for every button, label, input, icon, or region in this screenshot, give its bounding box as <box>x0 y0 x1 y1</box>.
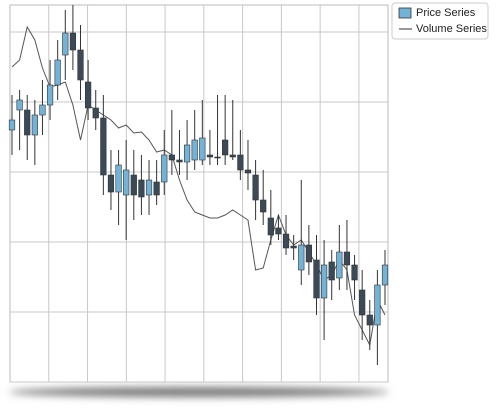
candle-body <box>8 119 16 131</box>
candle-body <box>366 314 373 326</box>
candle-body <box>85 81 92 109</box>
candle-body <box>31 114 38 136</box>
legend-box <box>391 2 489 40</box>
candle-body <box>100 117 107 176</box>
legend: Price Series Volume Series <box>391 2 489 40</box>
candle-body <box>343 251 351 266</box>
candle-body <box>168 154 175 161</box>
candle-body <box>206 154 214 158</box>
candle-body <box>130 174 137 196</box>
candle-body <box>16 99 23 111</box>
candle-body <box>92 107 99 119</box>
candle-body <box>328 261 335 281</box>
candle-body <box>290 245 297 249</box>
candle-body <box>374 284 381 326</box>
candle-body <box>305 244 312 263</box>
shadow <box>9 387 389 397</box>
candle-body <box>313 259 320 299</box>
candle-body <box>244 169 252 174</box>
candle-body <box>237 154 244 171</box>
candle-body <box>46 84 54 106</box>
candle-body <box>321 264 328 299</box>
candle-body <box>351 264 358 281</box>
candle-body <box>153 181 160 196</box>
candle-body <box>24 109 31 136</box>
candle-body <box>336 251 343 279</box>
candle-body <box>359 289 366 316</box>
candle-body <box>191 139 198 161</box>
candle-body <box>145 179 153 196</box>
candle-body <box>138 179 145 198</box>
candle-body <box>39 104 46 116</box>
candle-body <box>298 244 305 271</box>
candle-body <box>183 144 191 163</box>
candle-body <box>123 169 130 196</box>
legend-label: Price Series <box>416 7 476 19</box>
candle-body <box>229 154 236 158</box>
candle-body <box>176 159 183 163</box>
candle-body <box>69 32 76 51</box>
candle-body <box>267 217 274 236</box>
legend-icon <box>398 7 412 19</box>
candle-body <box>252 174 259 201</box>
candle-body <box>222 139 229 156</box>
candle-body <box>115 164 122 193</box>
candle-body <box>54 59 61 86</box>
candle-body <box>77 49 84 81</box>
candle-body <box>282 233 290 249</box>
candle-body <box>260 199 267 213</box>
candle-body <box>381 264 389 286</box>
candle-body <box>161 154 168 183</box>
candle-body <box>62 32 69 56</box>
legend-label: Volume Series <box>416 23 487 35</box>
marks <box>8 5 389 365</box>
candle-body <box>214 156 221 159</box>
candle-body <box>199 137 206 161</box>
candle-body <box>107 174 115 193</box>
plot-area <box>9 4 389 383</box>
candle-body <box>275 227 282 235</box>
